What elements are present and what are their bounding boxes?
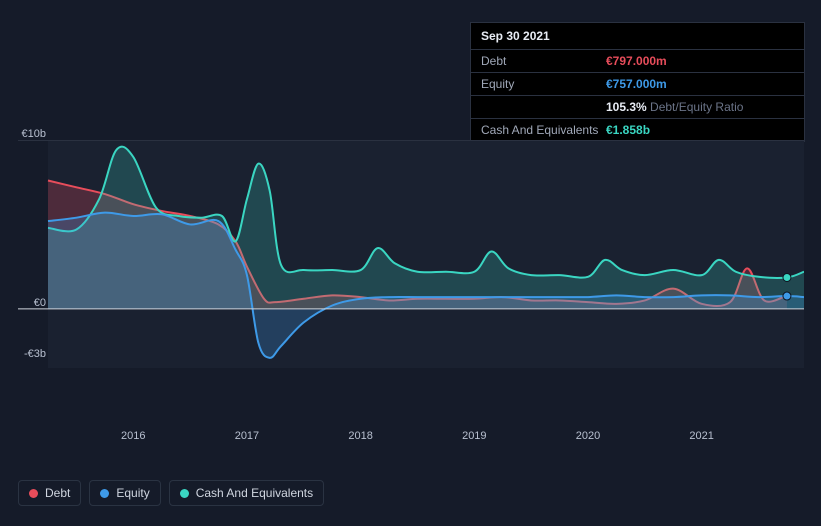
x-axis-tick: 2020: [576, 430, 600, 442]
x-axis-tick: 2018: [348, 430, 372, 442]
equity-hover-marker: [783, 292, 791, 300]
legend-item-equity[interactable]: Equity: [89, 480, 160, 506]
chart-legend: Debt Equity Cash And Equivalents: [18, 480, 324, 506]
y-axis-tick: €10b: [18, 128, 46, 140]
legend-item-debt[interactable]: Debt: [18, 480, 81, 506]
x-axis-tick: 2016: [121, 430, 145, 442]
tooltip-key: Cash And Equivalents: [481, 123, 606, 137]
cash-hover-marker: [783, 273, 791, 281]
x-axis-tick: 2017: [235, 430, 259, 442]
legend-swatch: [180, 489, 189, 498]
tooltip-value: €1.858b: [606, 123, 650, 137]
financials-chart: €10b€0-€3b201620172018201920202021: [18, 140, 804, 430]
tooltip-date: Sep 30 2021: [471, 23, 804, 49]
legend-swatch: [29, 489, 38, 498]
tooltip-key: Equity: [481, 77, 606, 91]
tooltip-value: 105.3% Debt/Equity Ratio: [606, 100, 743, 114]
legend-label: Debt: [45, 486, 70, 500]
legend-item-cash-and-equivalents[interactable]: Cash And Equivalents: [169, 480, 324, 506]
tooltip-value: €757.000m: [606, 77, 667, 91]
x-axis-tick: 2019: [462, 430, 486, 442]
legend-label: Cash And Equivalents: [196, 486, 313, 500]
tooltip-row: 105.3% Debt/Equity Ratio: [471, 95, 804, 118]
tooltip-key: Debt: [481, 54, 606, 68]
tooltip-row: Equity€757.000m: [471, 72, 804, 95]
tooltip-value: €797.000m: [606, 54, 667, 68]
tooltip-key: [481, 100, 606, 114]
legend-label: Equity: [116, 486, 149, 500]
tooltip-row: Cash And Equivalents€1.858b: [471, 118, 804, 141]
y-axis-tick: €0: [18, 297, 46, 309]
x-axis-tick: 2021: [689, 430, 713, 442]
chart-tooltip: Sep 30 2021 Debt€797.000mEquity€757.000m…: [470, 22, 805, 142]
y-axis-tick: -€3b: [18, 348, 46, 360]
legend-swatch: [100, 489, 109, 498]
tooltip-row: Debt€797.000m: [471, 49, 804, 72]
chart-svg: [18, 140, 804, 440]
